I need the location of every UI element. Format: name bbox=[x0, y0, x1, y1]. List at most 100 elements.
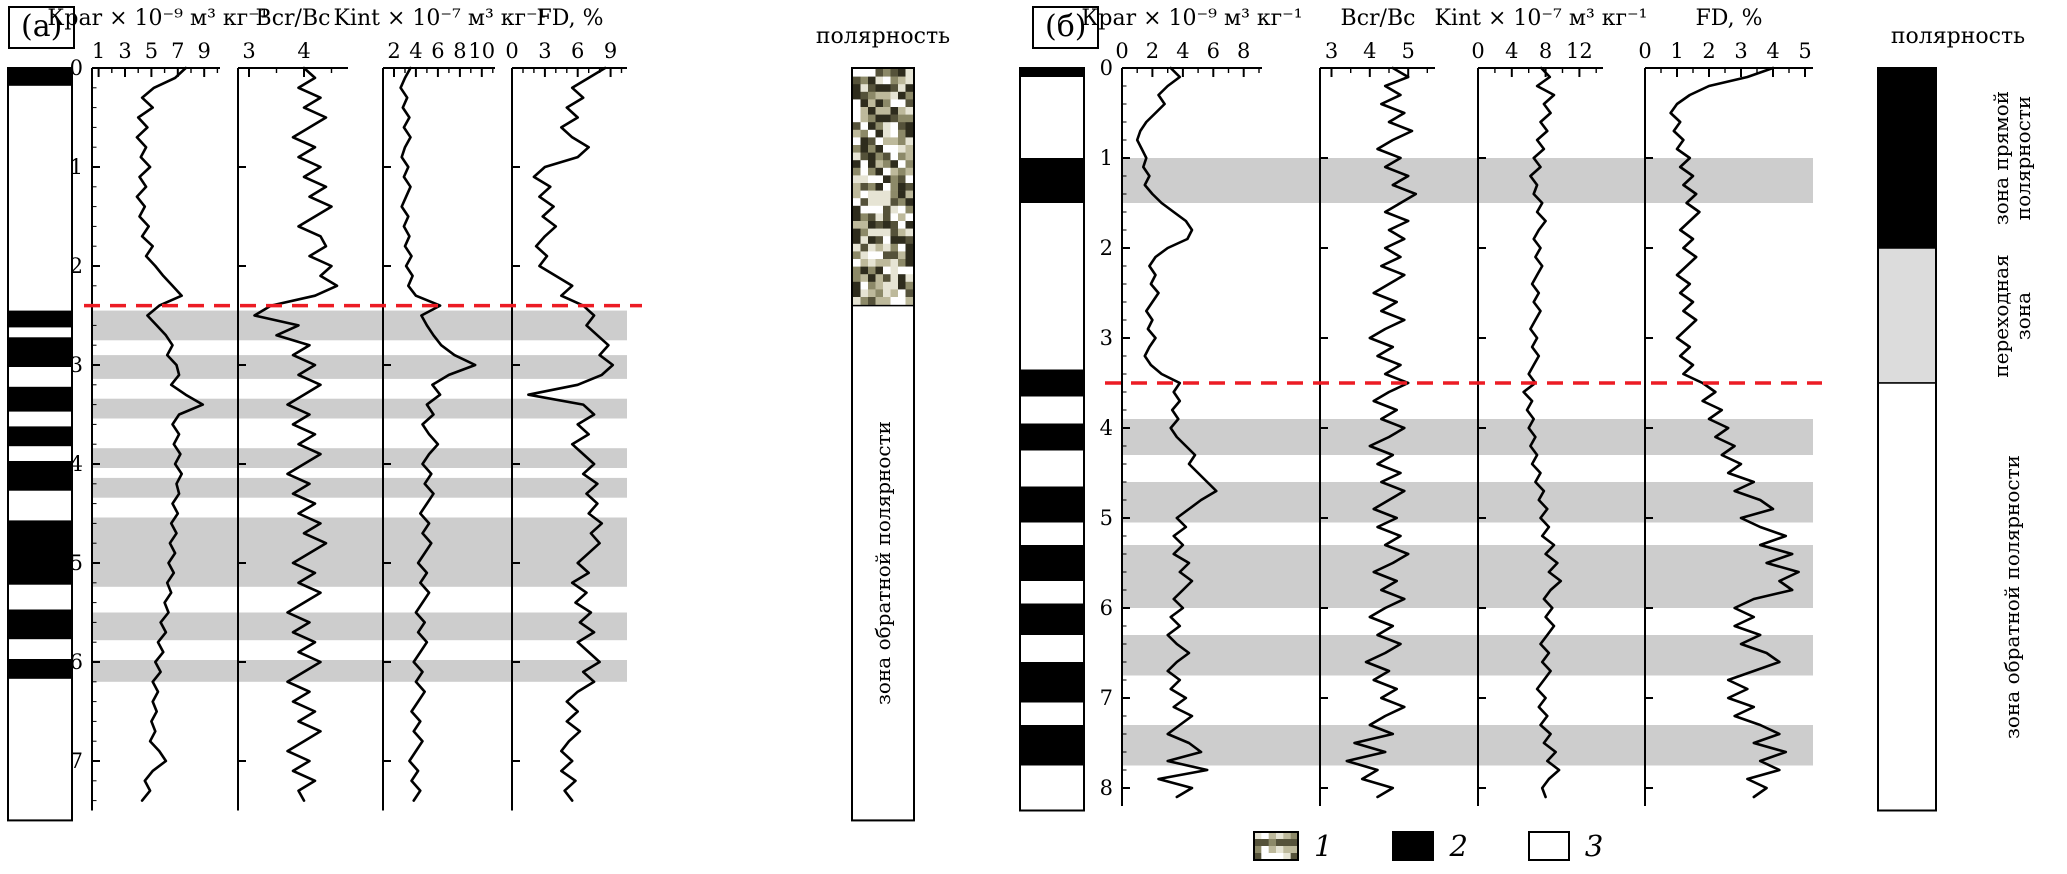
litho-black-bed bbox=[1021, 603, 1083, 635]
x-tick-label: 0 bbox=[1115, 39, 1128, 63]
x-tick-label: 1 bbox=[92, 39, 105, 63]
litho-black-bed bbox=[1021, 725, 1083, 766]
plot-title-kpar-a: Кpar × 10⁻⁹ м³ кг⁻¹ bbox=[47, 6, 269, 31]
litho-black-bed bbox=[1021, 545, 1083, 581]
depth-label: 6 bbox=[70, 650, 83, 674]
x-tick-label: 6 bbox=[571, 39, 584, 63]
x-tick-label: 4 bbox=[1505, 39, 1518, 63]
depth-label: 4 bbox=[70, 452, 83, 476]
litho-black-bed bbox=[9, 659, 71, 679]
x-tick-label: 5 bbox=[1798, 39, 1811, 63]
depth-label: 4 bbox=[1100, 416, 1113, 440]
x-tick-label: 8 bbox=[1237, 39, 1250, 63]
x-tick-label: 4 bbox=[1766, 39, 1779, 63]
x-tick-label: 2 bbox=[387, 39, 400, 63]
legend-label-2: 2 bbox=[1449, 829, 1468, 863]
x-tick-label: 3 bbox=[242, 39, 255, 63]
plot-title-fd-a: FD, % bbox=[536, 6, 604, 31]
x-tick-label: 2 bbox=[1146, 39, 1159, 63]
litho-black-bed bbox=[9, 310, 71, 328]
polarity-zone-gray bbox=[1877, 247, 1937, 384]
curve-kpar-b bbox=[1135, 66, 1218, 799]
curve-kint-b bbox=[1522, 66, 1563, 799]
depth-label: 8 bbox=[1100, 776, 1113, 800]
curve-kpar-a bbox=[135, 66, 205, 802]
gray-band bbox=[92, 477, 627, 498]
x-tick-label: 5 bbox=[145, 39, 158, 63]
black-swatch-icon bbox=[1392, 831, 1435, 861]
depth-label: 5 bbox=[1100, 506, 1113, 530]
polarity-zone-black bbox=[1877, 67, 1937, 249]
polarity-header-a: полярность bbox=[815, 24, 951, 49]
x-tick-label: 3 bbox=[118, 39, 131, 63]
litho-black-bed bbox=[1021, 662, 1083, 703]
litho-black-bed bbox=[1021, 68, 1083, 77]
depth-label: 3 bbox=[1100, 326, 1113, 350]
mottled-pattern bbox=[853, 69, 914, 305]
x-tick-label: 9 bbox=[198, 39, 211, 63]
gray-band bbox=[92, 517, 627, 587]
curve-fd-a bbox=[527, 66, 615, 802]
gray-band bbox=[92, 612, 627, 641]
gray-band bbox=[92, 660, 627, 682]
panel-b-label: (б) bbox=[1032, 6, 1100, 49]
litho-black-bed bbox=[9, 386, 71, 412]
curve-bcr-bc-a bbox=[253, 66, 339, 802]
depth-label: 5 bbox=[70, 551, 83, 575]
depth-label: 2 bbox=[1100, 236, 1113, 260]
legend-item-black: 2 bbox=[1392, 829, 1468, 863]
depth-label: 2 bbox=[70, 254, 83, 278]
x-tick-label: 8 bbox=[453, 39, 466, 63]
litho-black-bed bbox=[1021, 423, 1083, 451]
x-tick-label: 9 bbox=[604, 39, 617, 63]
plot-title-bcrbc-a: Bcr/Bc bbox=[255, 6, 331, 31]
polarity-column bbox=[1877, 67, 1937, 812]
gray-band bbox=[92, 310, 627, 341]
mottled-swatch-icon bbox=[1253, 831, 1299, 861]
polarity-zone-label-normal-b: зона прямой полярности bbox=[1988, 90, 2035, 226]
gray-band bbox=[92, 448, 627, 468]
plot-title-kint-b: Kint × 10⁻⁷ м³ кг⁻¹ bbox=[1434, 6, 1648, 31]
curve-kint-a bbox=[399, 66, 477, 802]
polarity-zone-label-transition-b: переходная зона bbox=[1988, 254, 2035, 378]
depth-label: 0 bbox=[1100, 56, 1113, 80]
litho-black-bed bbox=[9, 609, 71, 640]
legend-item-mottled: 1 bbox=[1253, 829, 1332, 863]
x-tick-label: 6 bbox=[1207, 39, 1220, 63]
gray-band bbox=[1122, 482, 1813, 523]
gray-band bbox=[1122, 158, 1813, 203]
gray-band bbox=[92, 355, 627, 379]
x-tick-label: 4 bbox=[1176, 39, 1189, 63]
gray-band bbox=[92, 398, 627, 419]
plot-title-fd-b: FD, % bbox=[1695, 6, 1763, 31]
depth-label: 7 bbox=[1100, 686, 1113, 710]
x-tick-label: 3 bbox=[1734, 39, 1747, 63]
litho-black-bed bbox=[9, 461, 71, 491]
gray-band bbox=[1122, 635, 1813, 676]
gray-band bbox=[1122, 419, 1813, 455]
x-tick-label: 2 bbox=[1702, 39, 1715, 63]
gray-band bbox=[1122, 545, 1813, 608]
litho-black-bed bbox=[1021, 486, 1083, 523]
x-tick-label: 3 bbox=[538, 39, 551, 63]
axis-bcr-bc-b: 3 4 5 bbox=[1319, 39, 1435, 806]
plot-title-kint-a: Kint × 10⁻⁷ м³ кг⁻¹ bbox=[333, 6, 547, 31]
x-tick-label: 10 bbox=[468, 39, 495, 63]
curve-bcr-bc-b bbox=[1345, 66, 1418, 799]
polarity-zone-label-reversed-a: зона обратной полярности bbox=[870, 421, 895, 705]
polarity-zone-label-reversed-b: зона обратной полярности bbox=[1999, 455, 2024, 739]
depth-label: 7 bbox=[70, 749, 83, 773]
depth-label: 6 bbox=[1100, 596, 1113, 620]
polarity-zone-white bbox=[1877, 382, 1937, 812]
depth-label: 1 bbox=[1100, 146, 1113, 170]
x-tick-label: 0 bbox=[1471, 39, 1484, 63]
legend-label-3: 3 bbox=[1584, 829, 1604, 863]
x-tick-label: 1 bbox=[1670, 39, 1683, 63]
litho-black-bed bbox=[9, 337, 71, 367]
legend-item-white: 3 bbox=[1527, 829, 1604, 863]
